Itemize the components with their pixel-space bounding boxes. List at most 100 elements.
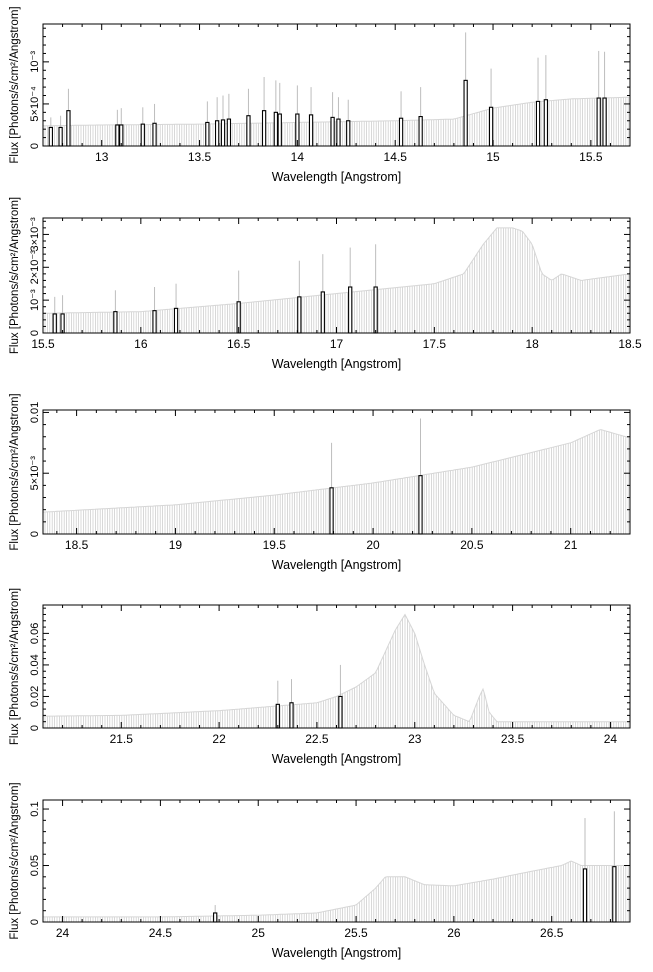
y-tick-label: 0 [29,919,41,925]
x-tick-label: 18.5 [618,337,642,351]
line-bar [543,99,549,147]
x-axis-label: Wavelength [Angstrom] [272,946,401,960]
x-tick-label: 14.5 [384,150,408,164]
line-bar [152,122,157,147]
x-tick-label: 16.5 [227,337,251,351]
x-tick-label: 24 [56,926,70,940]
line-bar [214,120,220,147]
line-bar [373,286,378,334]
x-tick-label: 17.5 [423,337,447,351]
x-tick-label: 23.5 [501,732,525,746]
y-axis-label: Flux [Photons/s/cm²/Angstrom] [9,393,21,550]
line-bar [582,868,588,923]
x-tick-label: 21.5 [110,732,134,746]
line-bar [418,475,423,535]
x-tick-label: 25 [252,926,266,940]
line-bar [338,695,343,729]
x-axis-label: Wavelength [Angstrom] [272,357,401,371]
line-bar [48,126,53,147]
line-bar [289,702,294,729]
y-axis-label: Flux [Photons/s/cm²/Angstrom] [9,197,21,354]
y-tick-label: 0.04 [29,654,41,675]
continuum-lines [44,861,629,922]
y-tick-label: 0.1 [29,801,41,816]
x-tick-label: 16 [134,337,148,351]
line-bar [113,311,118,334]
line-bar [535,100,541,147]
y-tick-label: 0.01 [29,402,41,423]
x-tick-label: 14 [291,150,305,164]
x-tick-label: 25.5 [344,926,368,940]
x-axis-label: Wavelength [Angstrom] [272,170,401,184]
line-bar [398,117,404,147]
y-axis-label: Flux [Photons/s/cm²/Angstrom] [9,588,21,745]
y-tick-label: 10⁻³ [29,289,41,311]
line-bar [58,126,63,147]
x-tick-label: 13.5 [188,150,212,164]
line-bar [152,310,157,334]
x-tick-label: 26 [447,926,461,940]
continuum-envelope [42,429,630,513]
y-tick-label: 3×10⁻³ [29,217,41,252]
y-tick-label: 0.05 [29,855,41,876]
x-tick-label: 18.5 [65,538,89,552]
y-tick-label: 10⁻³ [29,51,41,73]
line-bar [297,296,302,334]
line-bar [488,106,494,147]
x-axis-label: Wavelength [Angstrom] [272,752,401,766]
line-bar [119,124,124,147]
spectrum-panel-2: 15.5 16 16.5 17 17.5 18 18.5 0 10⁻³ 2×10⁻³3×10⁻³ W… [9,197,642,371]
continuum-envelope [43,96,630,127]
continuum-lines [44,429,629,534]
x-tick-label: 15.5 [579,150,603,164]
line-bar [205,121,210,147]
line-bar [348,286,353,334]
line-bar [66,110,71,147]
x-tick-label: 15.5 [31,337,55,351]
line-bar [277,113,282,147]
line-bar [246,115,251,147]
x-tick-label: 20.5 [460,538,484,552]
line-bar [140,123,145,147]
continuum-envelope [43,227,630,314]
x-tick-label: 13 [95,150,109,164]
line-bar [329,487,334,535]
line-bar [612,866,617,923]
line-bar [330,116,335,147]
line-bar [213,912,218,923]
x-tick-label: 24.5 [149,926,173,940]
y-axis-label: Flux [Photons/s/cm²/Angstrom] [9,782,21,939]
x-tick-label: 23 [408,732,422,746]
x-tick-label: 18 [525,337,539,351]
y-tick-label: 5×10⁻⁴ [29,86,41,122]
y-tick-label: 5×10⁻³ [29,456,41,491]
line-bar [418,116,423,147]
line-bar [336,118,341,147]
y-tick-label: 0 [29,725,41,731]
x-tick-label: 26.5 [540,926,564,940]
spectrum-panel-5: 24 24.5 25 25.5 26 26.5 0 0.05 0.1 Wavelength [An… [9,782,631,960]
x-tick-label: 22.5 [305,732,329,746]
x-tick-label: 19 [169,538,183,552]
spectrum-panel-4: 21.5 22 22.5 23 23.5 24 0 0.02 0.04 0.06 Wavelengt… [9,588,631,766]
continuum-lines [44,227,629,333]
continuum-lines [44,614,629,728]
line-bar [602,97,607,147]
line-bar [220,119,226,147]
line-bar [273,111,278,147]
line-bar [463,79,468,147]
x-tick-label: 21 [564,538,578,552]
spectrum-panel-3: 18.5 19 19.5 20 20.5 21 0 5×10⁻³ 0.01 Wavelength … [9,393,631,572]
y-tick-label: 0.06 [29,623,41,644]
x-axis-label: Wavelength [Angstrom] [272,558,401,572]
x-tick-label: 19.5 [263,538,287,552]
line-bar [596,97,601,147]
y-axis-label: Flux [Photons/s/cm²/Angstrom] [9,6,21,163]
plot-frame [42,409,631,535]
line-bar [52,313,57,334]
y-tick-label: 0.02 [29,686,41,707]
continuum-envelope [43,613,629,723]
line-bar [115,124,120,147]
line-bar [275,703,280,729]
